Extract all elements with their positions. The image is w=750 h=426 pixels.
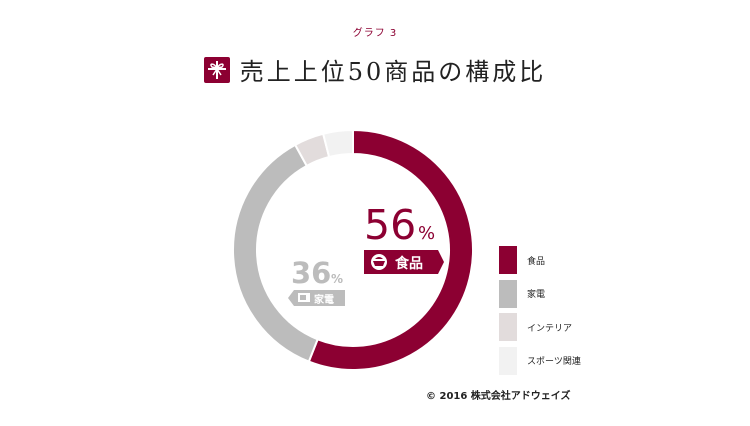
food-label-group: 56 % 食品 bbox=[364, 201, 444, 274]
legend-swatch-appliance bbox=[499, 279, 517, 308]
segment-sports bbox=[321, 128, 354, 159]
legend: 食品 家電 インテリア スポーツ関連 bbox=[499, 246, 619, 380]
appliance-name: 家電 bbox=[314, 293, 334, 306]
appliance-percent: 36 bbox=[291, 256, 331, 290]
legend-swatch-sports bbox=[499, 346, 517, 375]
legend-item-interior: インテリア bbox=[499, 313, 619, 341]
legend-item-appliance: 家電 bbox=[499, 279, 619, 308]
chart-title: 売上上位50商品の構成比 bbox=[239, 58, 547, 86]
legend-swatch-interior bbox=[499, 313, 517, 341]
legend-label-food: 食品 bbox=[527, 256, 546, 267]
food-name: 食品 bbox=[395, 255, 423, 272]
legend-item-food: 食品 bbox=[499, 246, 619, 274]
appliance-label-group: 36 % 家電 bbox=[288, 256, 345, 306]
microwave-icon bbox=[298, 293, 310, 302]
legend-label-interior: インテリア bbox=[527, 323, 573, 334]
rice-bowl-icon bbox=[371, 254, 387, 270]
appliance-percent-unit: % bbox=[331, 272, 343, 286]
legend-item-sports: スポーツ関連 bbox=[499, 346, 619, 375]
segment-food bbox=[307, 128, 474, 371]
food-percent-unit: % bbox=[418, 223, 435, 244]
legend-label-sports: スポーツ関連 bbox=[527, 357, 581, 367]
donut-ring bbox=[232, 128, 474, 371]
segment-appliance bbox=[232, 143, 319, 363]
title-row: 売上上位50商品の構成比 bbox=[0, 52, 750, 87]
legend-swatch-food bbox=[499, 246, 517, 274]
gift-box-icon bbox=[203, 56, 230, 83]
copyright: © 2016 株式会社アドウェイズ bbox=[426, 391, 571, 402]
legend-label-appliance: 家電 bbox=[527, 290, 546, 300]
food-percent: 56 bbox=[364, 201, 416, 249]
graph-number: グラフ 3 bbox=[352, 28, 398, 39]
